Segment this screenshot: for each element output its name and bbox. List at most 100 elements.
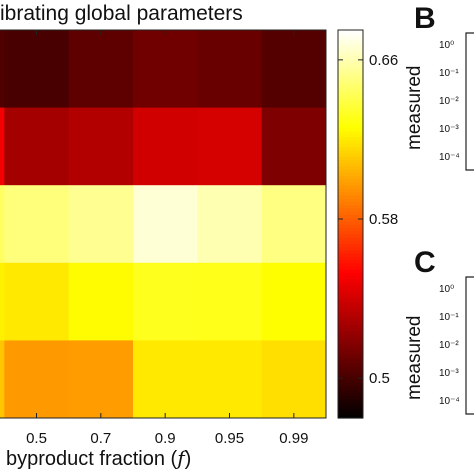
x-tick-label: 0.95 xyxy=(215,430,244,447)
panel-c-tick: 10⁻⁴ xyxy=(439,396,460,407)
colorbar-tick-label: 0.66 xyxy=(369,52,398,69)
colorbar-segment xyxy=(338,398,363,403)
colorbar-segment xyxy=(338,301,363,306)
colorbar-segment xyxy=(338,414,363,419)
colorbar-segment xyxy=(338,78,363,83)
heatmap-cell xyxy=(197,107,263,186)
panel-c-tick: 10⁰ xyxy=(439,284,455,295)
heatmap-cell xyxy=(68,340,134,419)
panel-b-frame xyxy=(465,32,474,171)
colorbar-segment xyxy=(338,68,363,73)
colorbar-segment xyxy=(338,246,363,251)
colorbar-segment xyxy=(338,359,363,364)
heatmap-cell xyxy=(4,107,70,186)
heatmap-cell xyxy=(68,30,134,109)
colorbar-segment xyxy=(338,156,363,160)
colorbar-segment xyxy=(338,52,363,57)
colorbar-segment xyxy=(338,298,363,303)
colorbar-segment xyxy=(338,214,363,219)
colorbar-segment xyxy=(338,84,363,89)
heatmap-cell xyxy=(4,185,70,264)
colorbar-segment xyxy=(338,104,363,109)
colorbar-segment xyxy=(338,133,363,138)
colorbar-segment xyxy=(338,165,363,170)
panel-b-letter: B xyxy=(414,2,436,35)
colorbar-segment xyxy=(338,363,363,367)
colorbar-segment xyxy=(338,372,363,377)
colorbar-segment xyxy=(338,330,363,335)
colorbar-segment xyxy=(338,39,363,44)
colorbar-segment xyxy=(338,369,363,374)
heatmap-cell xyxy=(197,30,263,109)
colorbar-segment xyxy=(338,198,363,202)
heatmap-cell xyxy=(261,107,327,186)
heatmap-cell xyxy=(68,262,134,341)
colorbar-segment xyxy=(338,243,363,248)
colorbar-segment xyxy=(338,42,363,47)
heatmap-cell xyxy=(0,107,5,186)
colorbar-segment xyxy=(338,346,363,351)
colorbar-segment xyxy=(338,388,363,393)
colorbar-segment xyxy=(338,308,363,312)
colorbar-segment xyxy=(338,304,363,309)
heatmap-cell xyxy=(0,185,5,264)
colorbar-segment xyxy=(338,204,363,209)
heatmap-cell xyxy=(261,340,327,419)
panel-b-ylabel: measured xyxy=(404,65,425,151)
colorbar-segment xyxy=(338,94,363,99)
panel-c-tick: 10⁻¹ xyxy=(439,312,459,323)
heatmap-cell xyxy=(197,185,263,264)
colorbar-segment xyxy=(338,321,363,325)
heatmap-cell xyxy=(261,30,327,109)
heatmap-cell xyxy=(68,107,134,186)
colorbar-segment xyxy=(338,117,363,122)
colorbar-segment xyxy=(338,411,363,416)
x-axis-label-close: ) xyxy=(184,448,192,470)
colorbar-segment xyxy=(338,91,363,96)
colorbar-segment xyxy=(338,262,363,267)
heatmap-cell xyxy=(133,262,198,341)
plot-frame xyxy=(0,29,327,419)
panel-c-ylabel: measured xyxy=(404,315,425,401)
colorbar-segment xyxy=(338,327,363,332)
heatmap-cell xyxy=(133,107,198,186)
colorbar-segment xyxy=(338,49,363,54)
colorbar-segment xyxy=(338,146,363,151)
x-tick-label: 0.7 xyxy=(90,430,111,447)
colorbar-segment xyxy=(338,172,363,177)
heatmap-cell xyxy=(261,262,327,341)
panel-c-frame xyxy=(465,276,474,415)
colorbar-segment xyxy=(338,343,363,348)
colorbar-segment xyxy=(338,149,363,154)
colorbar-segment xyxy=(338,88,363,93)
colorbar-segment xyxy=(338,256,363,261)
colorbar-segment xyxy=(338,107,363,112)
colorbar-segment xyxy=(338,97,363,102)
heatmap-cell xyxy=(197,262,263,341)
colorbar-segment xyxy=(338,295,363,299)
panel-b-tick: 10⁻² xyxy=(439,96,459,107)
colorbar-tick-label: 0.5 xyxy=(369,370,390,387)
colorbar-segment xyxy=(338,366,363,371)
heatmap-cell xyxy=(0,262,5,341)
colorbar-segment xyxy=(338,162,363,167)
colorbar-segment xyxy=(338,375,363,380)
panel-c-letter: C xyxy=(414,246,436,279)
panel-c-tick: 10⁻² xyxy=(439,340,459,351)
heatmap-cell xyxy=(68,185,134,264)
colorbar-segment xyxy=(338,275,363,280)
colorbar-segment xyxy=(338,62,363,67)
heatmap-cell xyxy=(133,185,198,264)
colorbar-segment xyxy=(338,75,363,80)
colorbar-segment xyxy=(338,253,363,257)
heatmap-cell xyxy=(4,340,70,419)
colorbar-segment xyxy=(338,36,363,41)
heatmap-cell xyxy=(133,30,198,109)
colorbar-segment xyxy=(338,175,363,180)
colorbar-segment xyxy=(338,217,363,222)
colorbar-segment xyxy=(338,130,363,135)
colorbar-segment xyxy=(338,139,363,144)
colorbar-segment xyxy=(338,120,363,125)
colorbar-segment xyxy=(338,278,363,283)
